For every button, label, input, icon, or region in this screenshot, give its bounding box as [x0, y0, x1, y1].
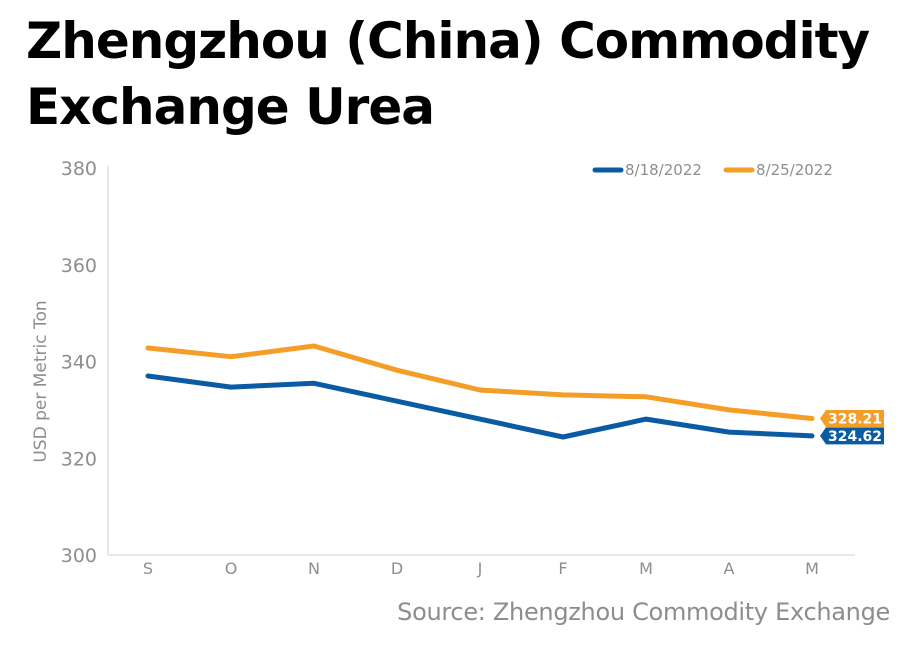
- end-label-text: 324.62: [828, 429, 882, 445]
- x-tick-label: A: [724, 559, 735, 578]
- x-tick-label: O: [225, 559, 238, 578]
- y-axis-label: USD per Metric Ton: [31, 300, 51, 462]
- source-note: Source: Zhengzhou Commodity Exchange: [397, 598, 890, 626]
- y-tick-label: 360: [61, 255, 97, 277]
- axes: [107, 166, 855, 556]
- y-tick-label: 300: [61, 545, 97, 567]
- chart-title-line-1: Zhengzhou (China) Commodity: [26, 12, 870, 70]
- x-tick-label: S: [143, 559, 153, 578]
- end-value-label: 328.21: [820, 410, 884, 428]
- x-tick-label: N: [308, 559, 320, 578]
- y-tick-label: 320: [61, 448, 97, 470]
- end-value-label: 324.62: [820, 427, 884, 445]
- x-tick-label: J: [477, 559, 483, 578]
- end-label-text: 328.21: [828, 412, 882, 428]
- legend-label: 8/25/2022: [756, 161, 833, 179]
- series-lines: [145, 343, 815, 440]
- legend-item: 8/18/2022: [592, 161, 702, 179]
- legend: 8/18/2022 8/25/2022: [592, 161, 833, 179]
- legend-label: 8/18/2022: [625, 161, 702, 179]
- y-tick-label: 380: [61, 158, 97, 180]
- x-tick-label: M: [805, 559, 819, 578]
- x-tick-label: M: [639, 559, 653, 578]
- series-line-2: [145, 343, 815, 421]
- chart-title: Zhengzhou (China) Commodity Exchange Ure…: [26, 8, 906, 140]
- end-label-flag: [820, 427, 884, 445]
- end-label-flag: [820, 410, 884, 428]
- y-tick-label: 340: [61, 352, 97, 374]
- y-axis-ticks: 300 320 340 360 380: [61, 158, 97, 567]
- chart-title-line-2: Exchange Urea: [26, 78, 435, 136]
- x-tick-label: D: [391, 559, 403, 578]
- x-tick-label: F: [558, 559, 567, 578]
- legend-item: 8/25/2022: [723, 161, 833, 179]
